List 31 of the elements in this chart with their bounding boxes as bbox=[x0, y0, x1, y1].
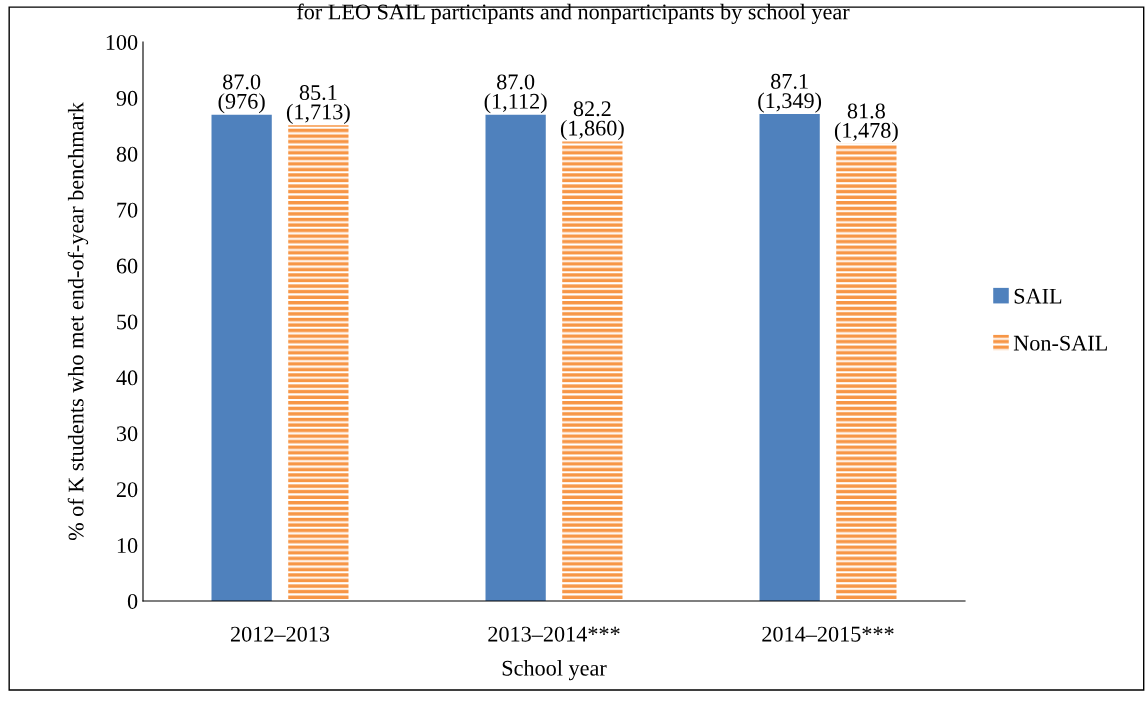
data-label: 87.1 (1,349) bbox=[758, 73, 822, 113]
data-label: 82.2 (1,860) bbox=[560, 101, 624, 141]
y-tick-label: 50 bbox=[117, 314, 138, 330]
y-tick-label: 60 bbox=[116, 258, 138, 274]
bar bbox=[562, 141, 623, 601]
bar bbox=[836, 143, 897, 601]
y-axis-title: % of K students who met end-of-year benchmark bbox=[67, 102, 89, 541]
y-tick-label: 0 bbox=[127, 593, 138, 609]
legend-label: SAIL bbox=[1014, 288, 1062, 304]
y-tick-label: 30 bbox=[116, 426, 138, 442]
legend-label: Non-SAIL bbox=[1013, 335, 1107, 351]
chart-title: for LEO SAIL participants and nonparticipants by school year bbox=[297, 3, 850, 25]
bar bbox=[288, 125, 349, 601]
y-tick-label: 80 bbox=[116, 146, 138, 162]
bar bbox=[211, 114, 272, 601]
data-label: 81.8 (1,478) bbox=[834, 103, 898, 143]
y-tick-label: 70 bbox=[117, 202, 138, 218]
bar bbox=[759, 114, 820, 601]
x-tick-label: 2014–2015*** bbox=[762, 626, 894, 642]
x-axis-title: School year bbox=[502, 660, 607, 681]
x-tick-label: 2013–2014*** bbox=[488, 626, 620, 642]
y-tick-label: 40 bbox=[116, 370, 138, 386]
data-label: 87.0 (1,112) bbox=[484, 74, 547, 114]
y-tick-label: 90 bbox=[116, 90, 138, 106]
data-label: 87.0 (976) bbox=[218, 74, 265, 114]
y-tick-label: 20 bbox=[116, 482, 138, 498]
y-tick-label: 10 bbox=[117, 538, 138, 554]
bar bbox=[485, 114, 546, 601]
x-tick-label: 2012–2013 bbox=[230, 626, 330, 642]
data-label: 85.1 (1,713) bbox=[286, 85, 350, 124]
y-tick-label: 100 bbox=[106, 34, 138, 50]
